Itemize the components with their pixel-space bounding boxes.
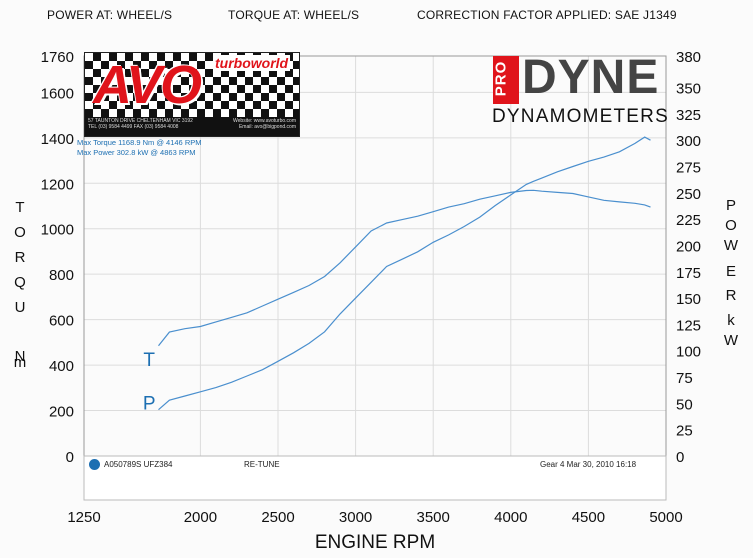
- x-tick-label: 2000: [184, 509, 217, 526]
- y2-tick-label: 225: [676, 212, 701, 229]
- y2-tick-label: 350: [676, 81, 701, 98]
- prodyne-logo-word: DYNE: [522, 51, 660, 104]
- right-axis-letter: P: [725, 197, 736, 214]
- y2-tick-label: 0: [676, 449, 684, 466]
- max-torque-text: Max Torque 1168.9 Nm @ 4146 RPM: [77, 138, 202, 147]
- y2-tick-label: 325: [676, 107, 701, 124]
- y-tick-label: 600: [49, 313, 74, 330]
- y2-tick-label: 150: [676, 291, 701, 308]
- run-note: RE-TUNE: [244, 460, 280, 469]
- y2-tick-label: 75: [676, 370, 693, 387]
- y2-tick-label: 200: [676, 238, 701, 255]
- y2-tick-label: 100: [676, 344, 701, 361]
- x-tick-label: 2500: [261, 509, 294, 526]
- x-tick-label: 3000: [339, 509, 372, 526]
- y-tick-label: 0: [66, 449, 74, 466]
- x-tick-label: 3500: [417, 509, 450, 526]
- torque-at-label: TORQUE AT: WHEEL/S: [228, 8, 360, 22]
- series-label-p: P: [143, 393, 156, 414]
- left-axis-letter: Q: [14, 274, 26, 291]
- prodyne-subtitle: DYNAMOMETERS: [492, 106, 669, 127]
- right-axis-letter: E: [725, 263, 736, 280]
- max-values-box: Max Torque 1168.9 Nm @ 4146 RPM Max Powe…: [77, 138, 201, 158]
- prodyne-pro-badge: PRO: [492, 56, 519, 104]
- y-tick-label: 1760: [41, 49, 74, 66]
- correction-factor-label: CORRECTION FACTOR APPLIED: SAE J1349: [417, 8, 677, 22]
- right-axis-letter: W: [723, 332, 739, 349]
- avo-turboworld-logo: AVO turboworld 57 TAUNTON DRIVE CHELTENH…: [84, 52, 300, 137]
- y2-tick-label: 250: [676, 186, 701, 203]
- x-tick-label: 5000: [649, 509, 682, 526]
- avo-email: Email: avo@bigpond.com: [238, 124, 296, 130]
- power-at-label: POWER AT: WHEEL/S: [47, 8, 173, 22]
- y2-tick-label: 175: [676, 265, 701, 282]
- y-tick-label: 400: [49, 358, 74, 375]
- y-tick-label: 1600: [41, 85, 74, 102]
- y2-tick-label: 300: [676, 133, 701, 150]
- y2-tick-label: 125: [676, 317, 701, 334]
- avo-website: Website: www.avoturbo.com: [233, 118, 296, 124]
- y-tick-label: 200: [49, 404, 74, 421]
- y2-tick-label: 50: [676, 396, 693, 413]
- right-axis-letter: W: [723, 237, 739, 254]
- left-axis-letter: R: [14, 249, 26, 266]
- footer-box: [83, 455, 667, 501]
- x-tick-labels: 1250 2000 2500 3000 3500 4000 4500 5000: [67, 509, 682, 526]
- right-axis-letter: O: [725, 217, 737, 234]
- avo-logo-word: AVO: [93, 55, 202, 115]
- y2-tick-label: 25: [676, 423, 693, 440]
- avo-address: 57 TAUNTON DRIVE CHELTENHAM VIC 3192: [88, 118, 193, 124]
- series-line-p: [158, 136, 651, 411]
- y-tick-label: 1200: [41, 176, 74, 193]
- avo-contact-strip: 57 TAUNTON DRIVE CHELTENHAM VIC 3192 TEL…: [85, 117, 299, 136]
- run-id: A050789S UFZ384: [104, 460, 173, 469]
- left-axis-letter: T: [15, 199, 25, 216]
- left-axis-letter: O: [14, 224, 26, 241]
- right-axis-letter: R: [725, 287, 737, 304]
- y-tick-label: 1000: [41, 222, 74, 239]
- y-tick-label: 1400: [41, 131, 74, 148]
- gear-date: Gear 4 Mar 30, 2010 16:18: [540, 460, 637, 469]
- series-labels: TP: [143, 350, 156, 414]
- x-tick-label: 4500: [572, 509, 605, 526]
- y-tick-labels: 0 200 400 600 800 1000 1200 1400 1600 1760: [41, 49, 74, 466]
- y2-tick-labels: 0 25 50 75 100 125 150 175 200 225 250 275 300 325 350…: [676, 49, 701, 466]
- series-layer: [158, 136, 651, 411]
- x-tick-label: 1250: [67, 509, 100, 526]
- right-axis-letter: k: [727, 312, 735, 329]
- run-indicator-icon: [89, 459, 100, 470]
- left-axis-letter: U: [14, 299, 26, 316]
- y2-tick-label: 380: [676, 49, 701, 66]
- x-tick-label: 4000: [494, 509, 527, 526]
- avo-logo-sub: turboworld: [213, 55, 291, 71]
- series-label-t: T: [143, 350, 155, 371]
- left-axis-letter: m: [13, 354, 27, 371]
- series-line-t: [158, 189, 651, 347]
- avo-phone: TEL (03) 9584 4499 FAX (03) 9584 4008: [88, 124, 179, 130]
- left-axis-letter: N: [14, 348, 26, 365]
- y-tick-label: 800: [49, 267, 74, 284]
- x-axis-title: ENGINE RPM: [315, 532, 435, 553]
- max-power-text: Max Power 302.8 kW @ 4863 RPM: [77, 148, 196, 157]
- y2-tick-label: 275: [676, 160, 701, 177]
